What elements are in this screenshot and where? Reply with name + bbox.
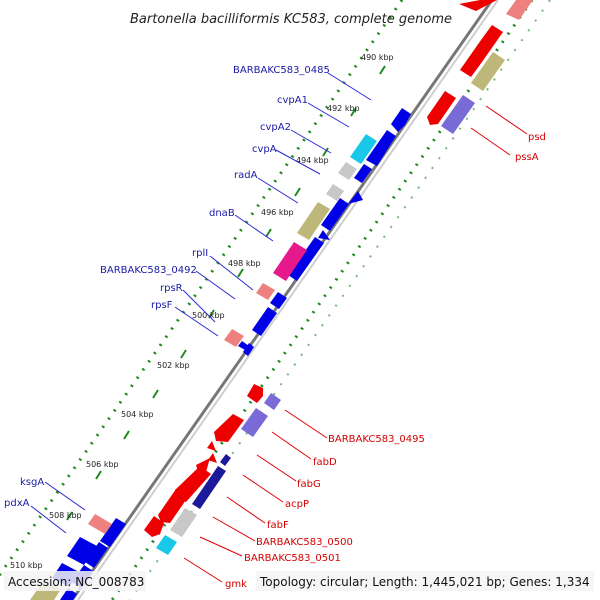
gene-label[interactable]: BARBAKC583_0485 — [233, 65, 330, 76]
cds-feature[interactable] — [348, 191, 363, 204]
cds-feature[interactable] — [247, 384, 263, 403]
gene-label[interactable]: BARBAKC583_0501 — [244, 553, 341, 564]
gene-label[interactable]: rplI — [192, 248, 208, 259]
cds-feature[interactable] — [85, 542, 108, 568]
cds-feature[interactable] — [264, 393, 281, 410]
gene-label[interactable]: cvpA — [252, 144, 277, 155]
cds-feature[interactable] — [354, 164, 372, 183]
genome-summary-text: Topology: circular; Length: 1,445,021 bp… — [259, 575, 590, 589]
cds-feature[interactable] — [238, 341, 249, 350]
cds-feature[interactable] — [252, 307, 277, 336]
forward-cds-track — [60, 108, 411, 600]
cds-feature[interactable] — [208, 453, 217, 463]
cds-feature[interactable] — [297, 202, 330, 240]
tick-label: 490 kbp — [361, 53, 394, 62]
cds-feature[interactable] — [288, 237, 324, 281]
cds-feature[interactable] — [441, 95, 475, 134]
accession-text: Accession: NC_008783 — [8, 575, 144, 589]
tick-label: 496 kbp — [261, 208, 294, 217]
gene-label[interactable]: rpsF — [151, 300, 173, 311]
gene-label[interactable]: psd — [528, 132, 546, 143]
cds-feature[interactable] — [326, 184, 344, 201]
cds-feature[interactable] — [175, 466, 211, 502]
cds-feature[interactable] — [207, 441, 216, 451]
scale-labels: 490 kbp 492 kbp 494 kbp 496 kbp 498 kbp … — [10, 53, 394, 570]
tick-label: 502 kbp — [157, 361, 190, 370]
cds-feature[interactable] — [214, 414, 244, 442]
cds-feature[interactable] — [170, 508, 197, 537]
gene-label[interactable]: fabD — [313, 457, 337, 468]
cds-feature[interactable] — [88, 514, 112, 534]
scale-ticks — [66, 65, 386, 521]
cds-feature[interactable] — [158, 489, 188, 523]
tick-label: 504 kbp — [121, 410, 154, 419]
cds-feature[interactable] — [67, 537, 97, 565]
cds-feature[interactable] — [318, 230, 330, 240]
gene-label[interactable]: rpsR — [160, 283, 183, 294]
footer-bar: Accession: NC_008783 Topology: circular;… — [4, 571, 594, 591]
tick-label: 506 kbp — [86, 460, 119, 469]
cds-feature[interactable] — [460, 25, 503, 77]
gene-label[interactable]: radA — [234, 170, 258, 181]
tick-label: 508 kbp — [49, 511, 82, 520]
gene-label[interactable]: ksgA — [20, 477, 44, 488]
gene-label[interactable]: pssA — [515, 152, 539, 163]
cds-feature[interactable] — [459, 0, 497, 11]
cds-feature[interactable] — [224, 329, 244, 347]
cds-feature[interactable] — [243, 343, 254, 356]
gene-label[interactable]: pdxA — [4, 498, 30, 509]
cds-feature[interactable] — [338, 162, 357, 180]
cds-feature[interactable] — [471, 52, 505, 91]
gene-label[interactable]: BARBAKC583_0492 — [100, 265, 197, 276]
cds-feature[interactable] — [321, 198, 349, 231]
cds-feature[interactable] — [144, 516, 164, 537]
cds-feature[interactable] — [60, 588, 77, 600]
gene-label[interactable]: cvpA1 — [277, 95, 308, 106]
gene-label[interactable]: BARBAKC583_0495 — [328, 434, 425, 445]
cds-feature[interactable] — [506, 0, 533, 20]
cds-feature[interactable] — [273, 242, 307, 281]
gene-label[interactable]: cvpA2 — [260, 122, 291, 133]
cds-feature[interactable] — [220, 454, 231, 466]
cds-feature[interactable] — [241, 408, 268, 437]
cds-feature[interactable] — [270, 292, 287, 309]
gene-label[interactable]: acpP — [285, 499, 309, 510]
cds-feature[interactable] — [100, 518, 126, 547]
category-track-left — [30, 134, 377, 600]
tick-label: 510 kbp — [10, 561, 43, 570]
gene-labels-left: BARBAKC583_0485 cvpA1 cvpA2 cvpA radA dn… — [4, 65, 372, 534]
cds-feature[interactable] — [256, 283, 275, 300]
cds-feature[interactable] — [427, 91, 456, 125]
tick-label: 492 kbp — [327, 104, 360, 113]
gene-label[interactable]: BARBAKC583_0500 — [256, 537, 353, 548]
genome-title: Bartonella bacilliformis KC583, complete… — [130, 12, 452, 27]
cds-feature[interactable] — [156, 535, 177, 555]
cds-feature[interactable] — [192, 466, 226, 509]
cds-feature[interactable] — [391, 108, 411, 132]
reverse-cds-track — [144, 0, 533, 555]
gene-labels-right: psd pssA BARBAKC583_0495 fabD fabG acpP … — [183, 105, 546, 590]
cds-feature[interactable] — [350, 134, 377, 164]
tick-label: 494 kbp — [296, 156, 329, 165]
gene-label[interactable]: dnaB — [209, 208, 235, 219]
gene-label[interactable]: fabF — [267, 520, 289, 531]
tick-label: 498 kbp — [228, 259, 261, 268]
gene-label[interactable]: gmk — [225, 579, 247, 590]
cds-feature[interactable] — [366, 130, 396, 166]
gene-label[interactable]: fabG — [297, 479, 321, 490]
